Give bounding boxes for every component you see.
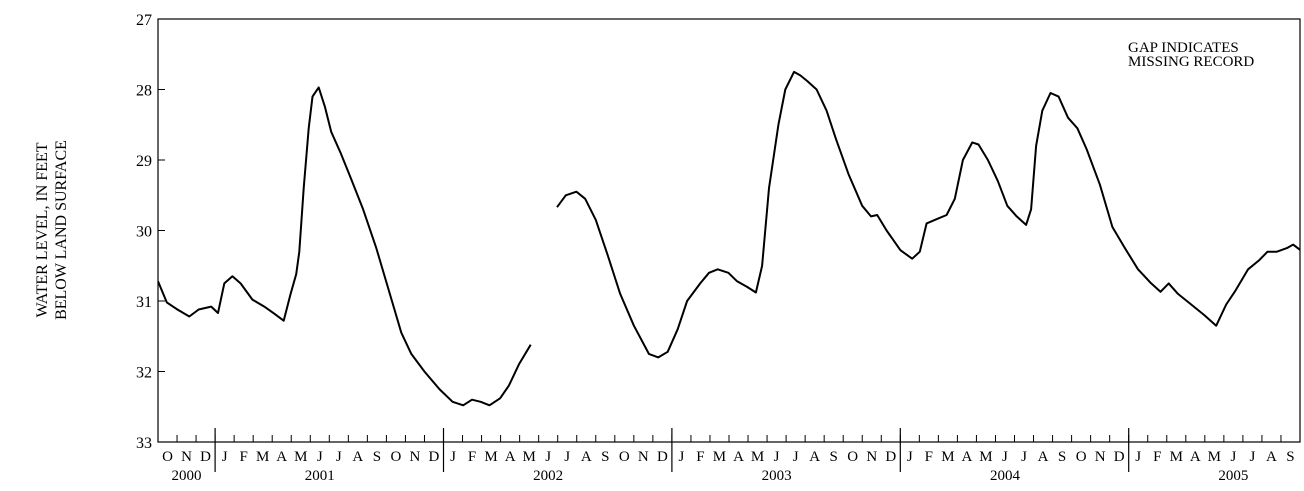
month-label: F — [1153, 449, 1161, 465]
month-label: A — [1038, 449, 1049, 465]
month-label: A — [809, 449, 820, 465]
y-tick-label: 27 — [136, 12, 152, 29]
axis-ticks — [158, 18, 1282, 472]
month-label: F — [925, 449, 933, 465]
y-axis-title-line-2: BELOW LAND SURFACE — [53, 140, 70, 320]
month-label: S — [1286, 449, 1294, 465]
y-tick-label: 29 — [136, 153, 152, 170]
month-label: M — [941, 449, 954, 465]
month-label: M — [256, 449, 269, 465]
month-label: O — [162, 449, 173, 465]
month-label: N — [638, 449, 649, 465]
y-tick-label: 32 — [136, 365, 152, 382]
month-label: D — [1114, 449, 1125, 465]
month-label: S — [373, 449, 381, 465]
y-tick-labels: 27 28 29 30 31 32 33 — [136, 12, 152, 452]
month-label: S — [830, 449, 838, 465]
month-label: A — [961, 449, 972, 465]
month-label: M — [294, 449, 307, 465]
month-label: A — [733, 449, 744, 465]
month-label: J — [1021, 449, 1027, 465]
month-label: J — [1135, 449, 1141, 465]
month-label: N — [1095, 449, 1106, 465]
y-axis-title-line-1: WATER LEVEL, IN FEET — [34, 142, 51, 317]
month-label: J — [222, 449, 228, 465]
month-label: J — [336, 449, 342, 465]
month-label: D — [657, 449, 668, 465]
y-tick-label: 30 — [136, 224, 152, 241]
month-label: J — [1230, 449, 1236, 465]
month-label: O — [390, 449, 401, 465]
month-label: F — [696, 449, 704, 465]
year-label: 2005 — [1218, 468, 1248, 484]
month-label: M — [522, 449, 535, 465]
month-label: S — [601, 449, 609, 465]
year-label: 2003 — [762, 468, 792, 484]
year-label: 2002 — [533, 468, 563, 484]
month-label: J — [317, 449, 323, 465]
month-label: O — [847, 449, 858, 465]
y-axis-title: WATER LEVEL, IN FEET BELOW LAND SURFACE — [34, 140, 70, 320]
month-label: J — [1249, 449, 1255, 465]
annotation-line-2: MISSING RECORD — [1128, 54, 1254, 70]
month-label: J — [1002, 449, 1008, 465]
y-tick-label: 33 — [136, 435, 152, 452]
plot-frame — [157, 18, 1301, 443]
month-label: J — [450, 449, 456, 465]
month-label: M — [484, 449, 497, 465]
month-label: D — [885, 449, 896, 465]
series-line-segment — [556, 70, 1300, 359]
month-label: A — [505, 449, 516, 465]
month-label: N — [866, 449, 877, 465]
month-label: F — [239, 449, 247, 465]
month-label: A — [1266, 449, 1277, 465]
annotation-gap: GAP INDICATES MISSING RECORD — [1128, 40, 1254, 70]
month-label: J — [774, 449, 780, 465]
series-water-level — [158, 70, 1300, 407]
month-label: N — [181, 449, 192, 465]
month-label: J — [545, 449, 551, 465]
month-label: J — [907, 449, 913, 465]
month-label: N — [410, 449, 421, 465]
month-label: D — [429, 449, 440, 465]
month-label: M — [1170, 449, 1183, 465]
year-label: 2004 — [990, 468, 1021, 484]
month-label: O — [1076, 449, 1087, 465]
year-label: 2001 — [305, 468, 335, 484]
month-label: F — [468, 449, 476, 465]
month-label: A — [352, 449, 363, 465]
month-label: M — [979, 449, 992, 465]
month-label: O — [619, 449, 630, 465]
annotation-line-1: GAP INDICATES — [1128, 40, 1239, 56]
y-tick-label: 31 — [136, 294, 152, 311]
month-label: J — [678, 449, 684, 465]
month-label: A — [581, 449, 592, 465]
month-label: S — [1058, 449, 1066, 465]
month-label: A — [1190, 449, 1201, 465]
year-label: 2000 — [172, 468, 202, 484]
month-label: A — [276, 449, 287, 465]
month-label: M — [1208, 449, 1221, 465]
series-line-segment — [158, 86, 532, 407]
month-label: M — [751, 449, 764, 465]
y-tick-label: 28 — [136, 83, 152, 100]
month-label: D — [200, 449, 211, 465]
month-label: M — [713, 449, 726, 465]
month-label: J — [793, 449, 799, 465]
month-label: J — [564, 449, 570, 465]
